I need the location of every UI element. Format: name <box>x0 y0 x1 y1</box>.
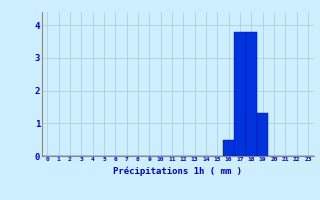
Bar <box>246 32 257 156</box>
Bar <box>223 140 234 156</box>
X-axis label: Précipitations 1h ( mm ): Précipitations 1h ( mm ) <box>113 167 242 176</box>
Bar <box>234 32 246 156</box>
Bar <box>257 113 268 156</box>
